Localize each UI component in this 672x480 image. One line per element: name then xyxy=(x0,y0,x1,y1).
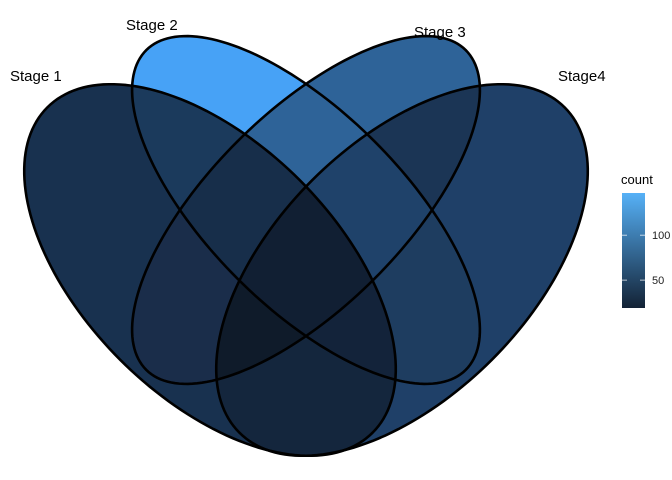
legend-tick-label: 100 xyxy=(652,230,670,242)
set-outline-1 xyxy=(22,82,398,458)
set-label-stage-4: Stage4 xyxy=(558,68,606,85)
set-label-stage-1: Stage 1 xyxy=(10,68,62,85)
set-outline-2 xyxy=(130,34,482,386)
legend-title: count xyxy=(621,172,653,187)
legend-colorbar xyxy=(622,193,645,308)
venn-outlines xyxy=(22,34,590,458)
legend: count 100 50 xyxy=(621,172,670,308)
set-outline-4 xyxy=(214,82,590,458)
legend-tick-label: 50 xyxy=(652,275,664,287)
set-outline-3 xyxy=(130,34,482,386)
set-label-stage-2: Stage 2 xyxy=(126,17,178,34)
set-label-stage-3: Stage 3 xyxy=(414,24,466,41)
